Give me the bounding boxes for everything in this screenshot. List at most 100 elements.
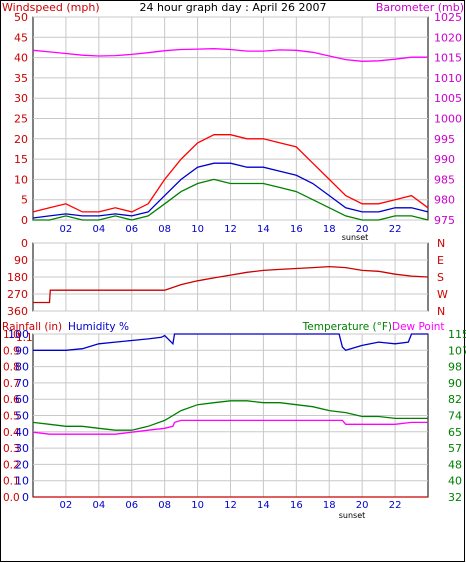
humidity-tick-label: 50 (15, 410, 29, 423)
rain-tick-label: 0.4 (3, 427, 20, 439)
temperature-tick-label: 48 (448, 458, 462, 471)
y-tick-label: 270 (7, 288, 28, 301)
y2-tick-label: 1005 (434, 92, 462, 105)
humidity-tick-label: 20 (15, 458, 29, 471)
y-tick-label: 90 (14, 254, 28, 267)
y-tick-label: 30 (14, 92, 28, 105)
temperature-tick-label: 90 (448, 377, 462, 390)
y2-tick-label: 1025 (434, 11, 462, 24)
y-tick-label: 180 (7, 271, 28, 284)
humidity-tick-label: 70 (15, 377, 29, 390)
x-tick-label: 20 (356, 500, 369, 511)
compass-tick-label: N (437, 237, 445, 250)
temperature-tick-label: 107 (448, 344, 466, 357)
y2-tick-label: 975 (434, 214, 455, 227)
y2-tick-label: 1000 (434, 113, 462, 126)
temperature-axis-title: Temperature (°F) (302, 321, 392, 333)
humidity-tick-label: 100 (8, 328, 29, 341)
y-tick-label: 10 (14, 173, 28, 186)
x-tick-label: 14 (257, 224, 270, 235)
x-tick-label: 02 (60, 500, 73, 511)
rain-tick-label: 0.9 (3, 345, 20, 357)
temperature-tick-label: 57 (448, 442, 462, 455)
x-tick-label: 20 (356, 224, 369, 235)
humidity-tick-label: 10 (15, 475, 29, 488)
humidity-tick-label: 90 (15, 344, 29, 357)
x-axis-title: sunset (342, 233, 369, 242)
y-tick-label: 0 (21, 237, 28, 250)
y2-axis-title: Barometer (mb) (376, 1, 464, 14)
x-tick-label: 02 (60, 224, 73, 235)
rain-tick-label: 1.1 (16, 332, 33, 344)
y-tick-label: 25 (14, 113, 28, 126)
x-tick-label: 04 (92, 224, 105, 235)
wind-speed-line (33, 178, 429, 221)
dew-point-line (32, 419, 428, 435)
y2-tick-label: 1010 (434, 72, 462, 85)
y2-tick-label: 1015 (434, 52, 462, 65)
x-tick-label: 08 (158, 500, 171, 511)
dewpoint-axis-title: Dew Point (392, 321, 445, 333)
wind-direction-line (33, 265, 429, 304)
humidity-temperature-panel: Rainfall (in) Humidity % Temperature (°F… (2, 321, 466, 520)
wind-average-line (32, 162, 429, 219)
x-tick-label: 18 (323, 224, 336, 235)
rain-tick-label: 0.2 (3, 459, 20, 471)
y2-tick-label: 990 (434, 153, 455, 166)
x-tick-label: 16 (290, 500, 303, 511)
x-tick-label: 08 (158, 224, 171, 235)
rain-tick-label: 0.7 (3, 378, 20, 390)
temperature-tick-label: 82 (448, 393, 462, 406)
y-tick-label: 35 (14, 72, 28, 85)
x-tick-label: 10 (191, 500, 204, 511)
y-axis-title: Windspeed (mph) (2, 1, 100, 14)
wind-gust-line (32, 134, 429, 213)
rain-tick-label: 0.3 (3, 443, 20, 455)
y-tick-label: 40 (14, 52, 28, 65)
y-tick-label: 20 (14, 133, 28, 146)
temperature-tick-label: 32 (448, 491, 462, 504)
y2-tick-label: 985 (434, 173, 455, 186)
humidity-line (33, 333, 428, 352)
x-tick-label: 06 (125, 224, 138, 235)
y-tick-label: 50 (14, 11, 28, 24)
humidity-axis-title: Humidity % (68, 321, 129, 333)
rain-tick-label: 0.8 (3, 362, 20, 374)
rain-tick-label: 1.0 (3, 329, 20, 341)
compass-tick-label: N (437, 305, 445, 318)
x-tick-label: 22 (389, 224, 402, 235)
temperature-tick-label: 40 (448, 475, 462, 488)
x-tick-label: 10 (191, 224, 204, 235)
y-tick-label: 360 (7, 305, 28, 318)
y-tick-label: 5 (21, 194, 28, 207)
rain-tick-label: 0.1 (3, 476, 20, 488)
compass-tick-label: S (437, 271, 444, 284)
y2-tick-label: 995 (434, 133, 455, 146)
compass-tick-label: E (437, 254, 444, 267)
y2-tick-label: 980 (434, 194, 455, 207)
x-axis-title: sunset (339, 511, 366, 520)
temperature-tick-label: 115 (448, 328, 466, 341)
temperature-tick-label: 98 (448, 361, 462, 374)
temperature-line (32, 400, 428, 431)
wind-barometer-panel: Windspeed (mph) 24 hour graph day : Apri… (2, 1, 464, 242)
x-tick-label: 14 (257, 500, 270, 511)
rain-tick-label: 0.0 (3, 492, 20, 504)
barometer-line (32, 48, 428, 62)
rain-axis-title: Rainfall (in) (2, 321, 62, 333)
humidity-tick-label: 60 (15, 393, 29, 406)
x-tick-label: 12 (224, 500, 237, 511)
x-tick-label: 04 (92, 500, 105, 511)
rain-tick-label: 0.6 (3, 394, 20, 406)
humidity-tick-label: 80 (15, 361, 29, 374)
compass-tick-label: W (437, 288, 448, 301)
x-tick-label: 12 (224, 224, 237, 235)
y-tick-label: 0 (21, 214, 28, 227)
y-tick-label: 15 (14, 153, 28, 166)
temperature-tick-label: 65 (448, 426, 462, 439)
chart-title: 24 hour graph day : April 26 2007 (140, 1, 327, 14)
x-tick-label: 18 (323, 500, 336, 511)
